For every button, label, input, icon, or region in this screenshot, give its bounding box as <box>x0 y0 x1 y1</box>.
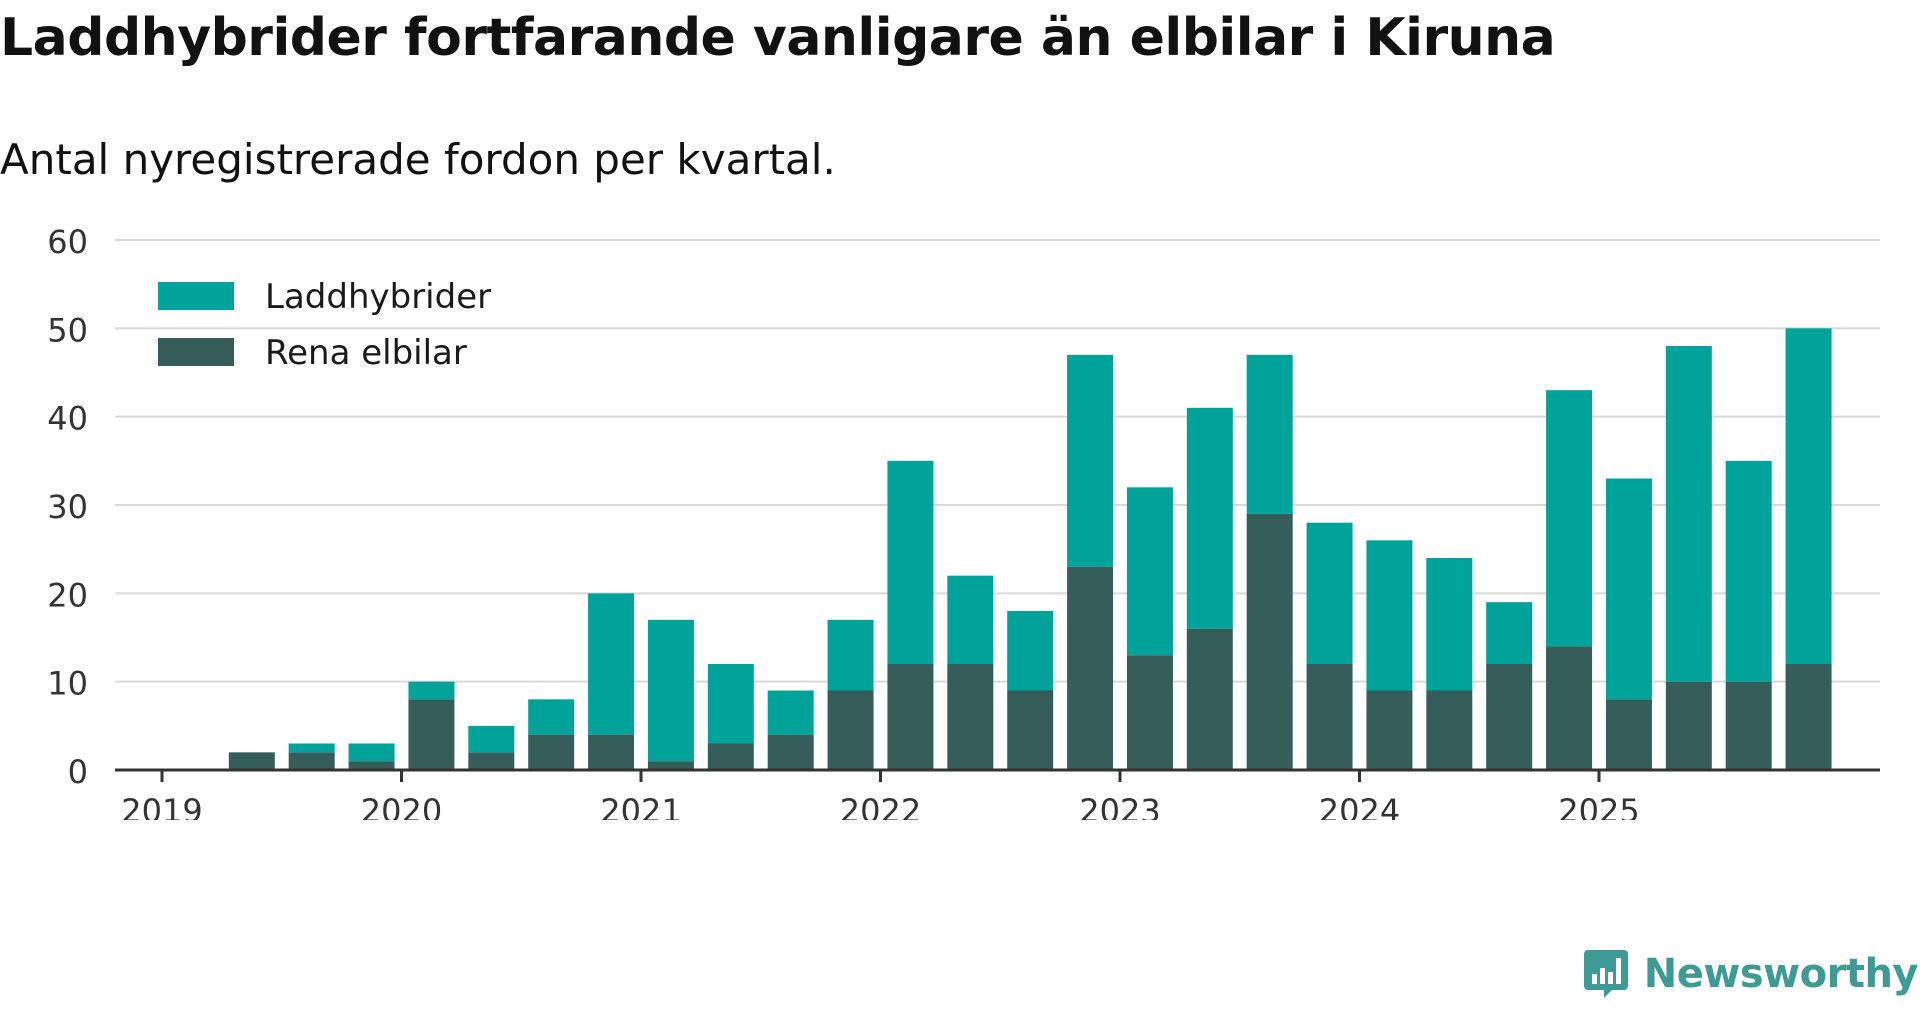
chart-subtitle: Antal nyregistrerade fordon per kvartal. <box>0 135 836 184</box>
bar-rena-elbilar <box>647 761 694 770</box>
bar-rena-elbilar <box>1605 699 1652 770</box>
legend-label: Rena elbilar <box>265 333 467 373</box>
bar-laddhybrider <box>1605 478 1652 700</box>
bar-rena-elbilar <box>1665 681 1712 770</box>
bar-laddhybrider <box>1426 558 1473 691</box>
x-tick-label: 2020 <box>361 792 442 820</box>
newsworthy-logo-icon <box>1583 950 1628 998</box>
bar-laddhybrider <box>288 743 335 753</box>
bar-laddhybrider <box>1546 390 1593 647</box>
bar-laddhybrider <box>588 593 635 735</box>
bar-laddhybrider <box>1785 328 1832 664</box>
bar-laddhybrider <box>1665 346 1712 682</box>
bar-rena-elbilar <box>827 690 874 770</box>
bar-laddhybrider <box>887 460 934 664</box>
bar-rena-elbilar <box>1067 566 1114 770</box>
bar-rena-elbilar <box>1486 664 1533 770</box>
bar-laddhybrider <box>1486 602 1533 664</box>
bar-laddhybrider <box>1366 540 1413 691</box>
bar-laddhybrider <box>528 699 575 735</box>
bar-rena-elbilar <box>288 752 335 770</box>
stacked-bar-chart: 0 10 20 30 40 50 60 2019 2020 2021 2022 2023 2024 202… <box>47 223 1880 820</box>
x-tick-label: 2023 <box>1079 792 1160 820</box>
y-tick-label: 40 <box>47 400 88 438</box>
bar-rena-elbilar <box>1186 628 1233 770</box>
bar-laddhybrider <box>468 725 515 753</box>
bar-laddhybrider <box>1725 460 1772 682</box>
x-tick-label: 2024 <box>1319 792 1400 820</box>
brand-name: Newsworthy <box>1643 951 1919 997</box>
chart-title: Laddhybrider fortfarande vanligare än el… <box>0 8 1556 68</box>
bar-rena-elbilar <box>1306 664 1353 770</box>
y-tick-label: 0 <box>68 753 88 791</box>
bar-laddhybrider <box>1126 487 1173 656</box>
bar-laddhybrider <box>647 619 694 762</box>
bar-rena-elbilar <box>528 734 575 770</box>
bar-laddhybrider <box>408 681 455 700</box>
y-tick-label: 10 <box>47 665 88 703</box>
y-tick-label: 50 <box>47 311 88 349</box>
bar-laddhybrider <box>767 690 814 735</box>
axes: 0 10 20 30 40 50 60 2019 2020 2021 2022 2023 2024 202… <box>47 223 1880 820</box>
bar-laddhybrider <box>827 619 874 691</box>
bar-rena-elbilar <box>767 734 814 770</box>
bar-rena-elbilar <box>228 752 275 770</box>
bar-laddhybrider <box>1246 354 1293 514</box>
bar-laddhybrider <box>707 664 754 744</box>
bar-rena-elbilar <box>1366 690 1413 770</box>
bar-laddhybrider <box>1067 354 1114 567</box>
bar-rena-elbilar <box>947 664 994 770</box>
legend-label: Laddhybrider <box>265 277 491 317</box>
y-tick-label: 60 <box>47 223 88 261</box>
y-tick-label: 30 <box>47 488 88 526</box>
x-tick-label: 2021 <box>600 792 681 820</box>
bar-rena-elbilar <box>588 734 635 770</box>
bar-rena-elbilar <box>1426 690 1473 770</box>
bar-rena-elbilar <box>1546 646 1593 770</box>
bar-rena-elbilar <box>348 761 395 770</box>
bar-rena-elbilar <box>1007 690 1054 770</box>
x-tick-label: 2022 <box>840 792 921 820</box>
bar-rena-elbilar <box>887 664 934 770</box>
bar-laddhybrider <box>348 743 395 762</box>
bar-rena-elbilar <box>408 699 455 770</box>
legend: Laddhybrider Rena elbilar <box>140 272 518 373</box>
bar-rena-elbilar <box>1725 681 1772 770</box>
legend-swatch <box>158 282 234 310</box>
bars <box>228 328 1832 770</box>
bar-rena-elbilar <box>1785 664 1832 770</box>
bar-laddhybrider <box>947 575 994 664</box>
y-tick-label: 20 <box>47 576 88 614</box>
bar-rena-elbilar <box>468 752 515 770</box>
x-tick-label: 2019 <box>121 792 202 820</box>
bar-laddhybrider <box>1306 522 1353 664</box>
bar-rena-elbilar <box>1246 513 1293 770</box>
bar-laddhybrider <box>1007 611 1054 691</box>
legend-swatch <box>158 338 234 366</box>
bar-rena-elbilar <box>1126 655 1173 770</box>
brand-logo: Newsworthy <box>1582 948 1919 1000</box>
bar-laddhybrider <box>1186 407 1233 629</box>
bar-rena-elbilar <box>707 743 754 770</box>
x-tick-label: 2025 <box>1558 792 1639 820</box>
